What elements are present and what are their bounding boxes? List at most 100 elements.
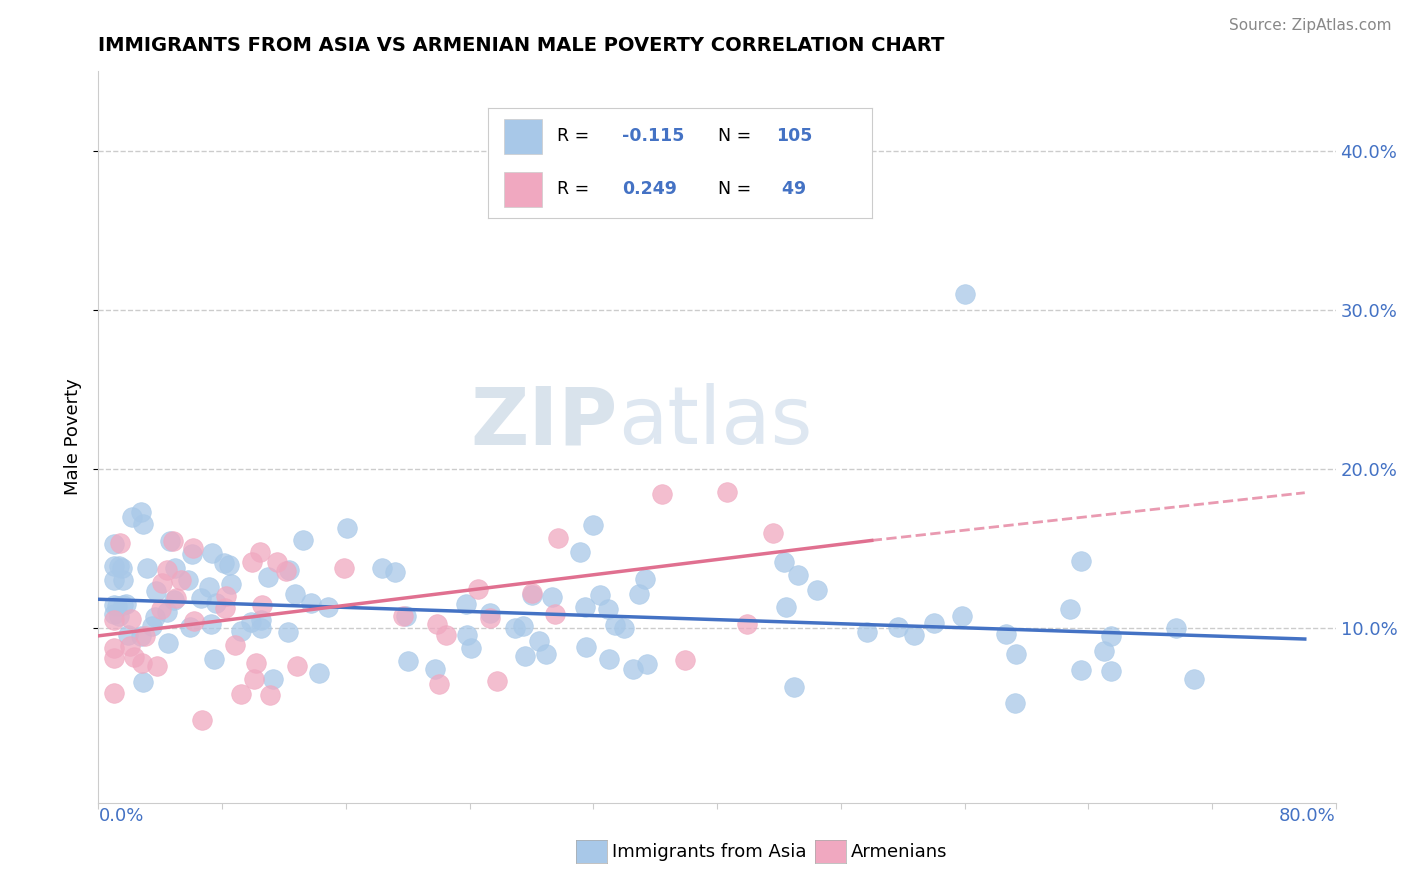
Point: [212, 556, 235, 570]
Point: [108, 558, 131, 573]
Point: [582, 518, 605, 533]
Point: [131, 656, 153, 670]
Point: [887, 620, 910, 634]
Point: [143, 610, 166, 624]
Point: [149, 602, 172, 616]
Point: [1099, 665, 1122, 679]
Text: 0.249: 0.249: [623, 180, 678, 198]
Point: [163, 592, 186, 607]
Point: [156, 605, 179, 619]
Point: [460, 640, 482, 655]
Point: [229, 624, 252, 638]
Point: [200, 617, 222, 632]
Point: [277, 624, 299, 639]
Point: [1070, 663, 1092, 677]
Text: Source: ZipAtlas.com: Source: ZipAtlas.com: [1229, 18, 1392, 33]
Point: [429, 676, 451, 690]
Point: [613, 621, 636, 635]
Text: IMMIGRANTS FROM ASIA VS ARMENIAN MALE POVERTY CORRELATION CHART: IMMIGRANTS FROM ASIA VS ARMENIAN MALE PO…: [98, 36, 945, 54]
Text: 80.0%: 80.0%: [1279, 807, 1336, 825]
Point: [291, 533, 314, 547]
Point: [467, 582, 489, 596]
Point: [1099, 629, 1122, 643]
Point: [371, 561, 394, 575]
Bar: [503, 119, 541, 154]
Point: [112, 598, 135, 612]
Point: [651, 487, 673, 501]
Point: [132, 516, 155, 531]
Point: [274, 564, 297, 578]
Point: [541, 590, 564, 604]
Point: [903, 628, 925, 642]
Point: [215, 589, 238, 603]
Point: [259, 688, 281, 702]
Point: [240, 555, 263, 569]
Point: [423, 662, 446, 676]
Point: [162, 533, 184, 548]
Text: 49: 49: [776, 180, 806, 198]
Point: [150, 575, 173, 590]
Point: [456, 627, 478, 641]
Point: [202, 652, 225, 666]
Point: [250, 621, 273, 635]
Point: [132, 675, 155, 690]
Point: [434, 628, 457, 642]
Point: [103, 599, 125, 613]
Point: [628, 587, 651, 601]
Text: atlas: atlas: [619, 384, 813, 461]
Point: [198, 580, 221, 594]
Point: [520, 586, 543, 600]
Point: [308, 665, 330, 680]
Point: [994, 626, 1017, 640]
Point: [110, 561, 132, 575]
Point: [190, 591, 212, 606]
Point: [239, 615, 262, 629]
Point: [121, 510, 143, 524]
Point: [950, 609, 973, 624]
Point: [479, 606, 502, 620]
Text: Armenians: Armenians: [851, 843, 948, 861]
Point: [589, 588, 612, 602]
Point: [146, 658, 169, 673]
Point: [392, 609, 415, 624]
Point: [505, 621, 527, 635]
Point: [596, 602, 619, 616]
Point: [333, 561, 356, 575]
Point: [103, 686, 125, 700]
Point: [716, 485, 738, 500]
Point: [103, 651, 125, 665]
Point: [117, 627, 139, 641]
Point: [177, 573, 200, 587]
Point: [179, 620, 201, 634]
Point: [598, 652, 620, 666]
Point: [108, 609, 131, 624]
Point: [574, 600, 596, 615]
Point: [1070, 554, 1092, 568]
Point: [762, 525, 785, 540]
Point: [129, 505, 152, 519]
Point: [396, 654, 419, 668]
Point: [103, 640, 125, 655]
Point: [103, 607, 125, 621]
Point: [284, 586, 307, 600]
Point: [485, 673, 508, 688]
Text: R =: R =: [557, 128, 595, 145]
Point: [183, 614, 205, 628]
Point: [1182, 672, 1205, 686]
Point: [159, 533, 181, 548]
Point: [547, 532, 569, 546]
Point: [384, 566, 406, 580]
Text: -0.115: -0.115: [623, 128, 685, 145]
Point: [513, 648, 536, 663]
Point: [277, 563, 299, 577]
Point: [735, 617, 758, 632]
Point: [201, 546, 224, 560]
Point: [569, 545, 592, 559]
Point: [637, 657, 659, 671]
Point: [245, 657, 267, 671]
Point: [120, 612, 142, 626]
Point: [170, 573, 193, 587]
Point: [575, 640, 598, 654]
Point: [262, 672, 284, 686]
Point: [115, 598, 138, 612]
